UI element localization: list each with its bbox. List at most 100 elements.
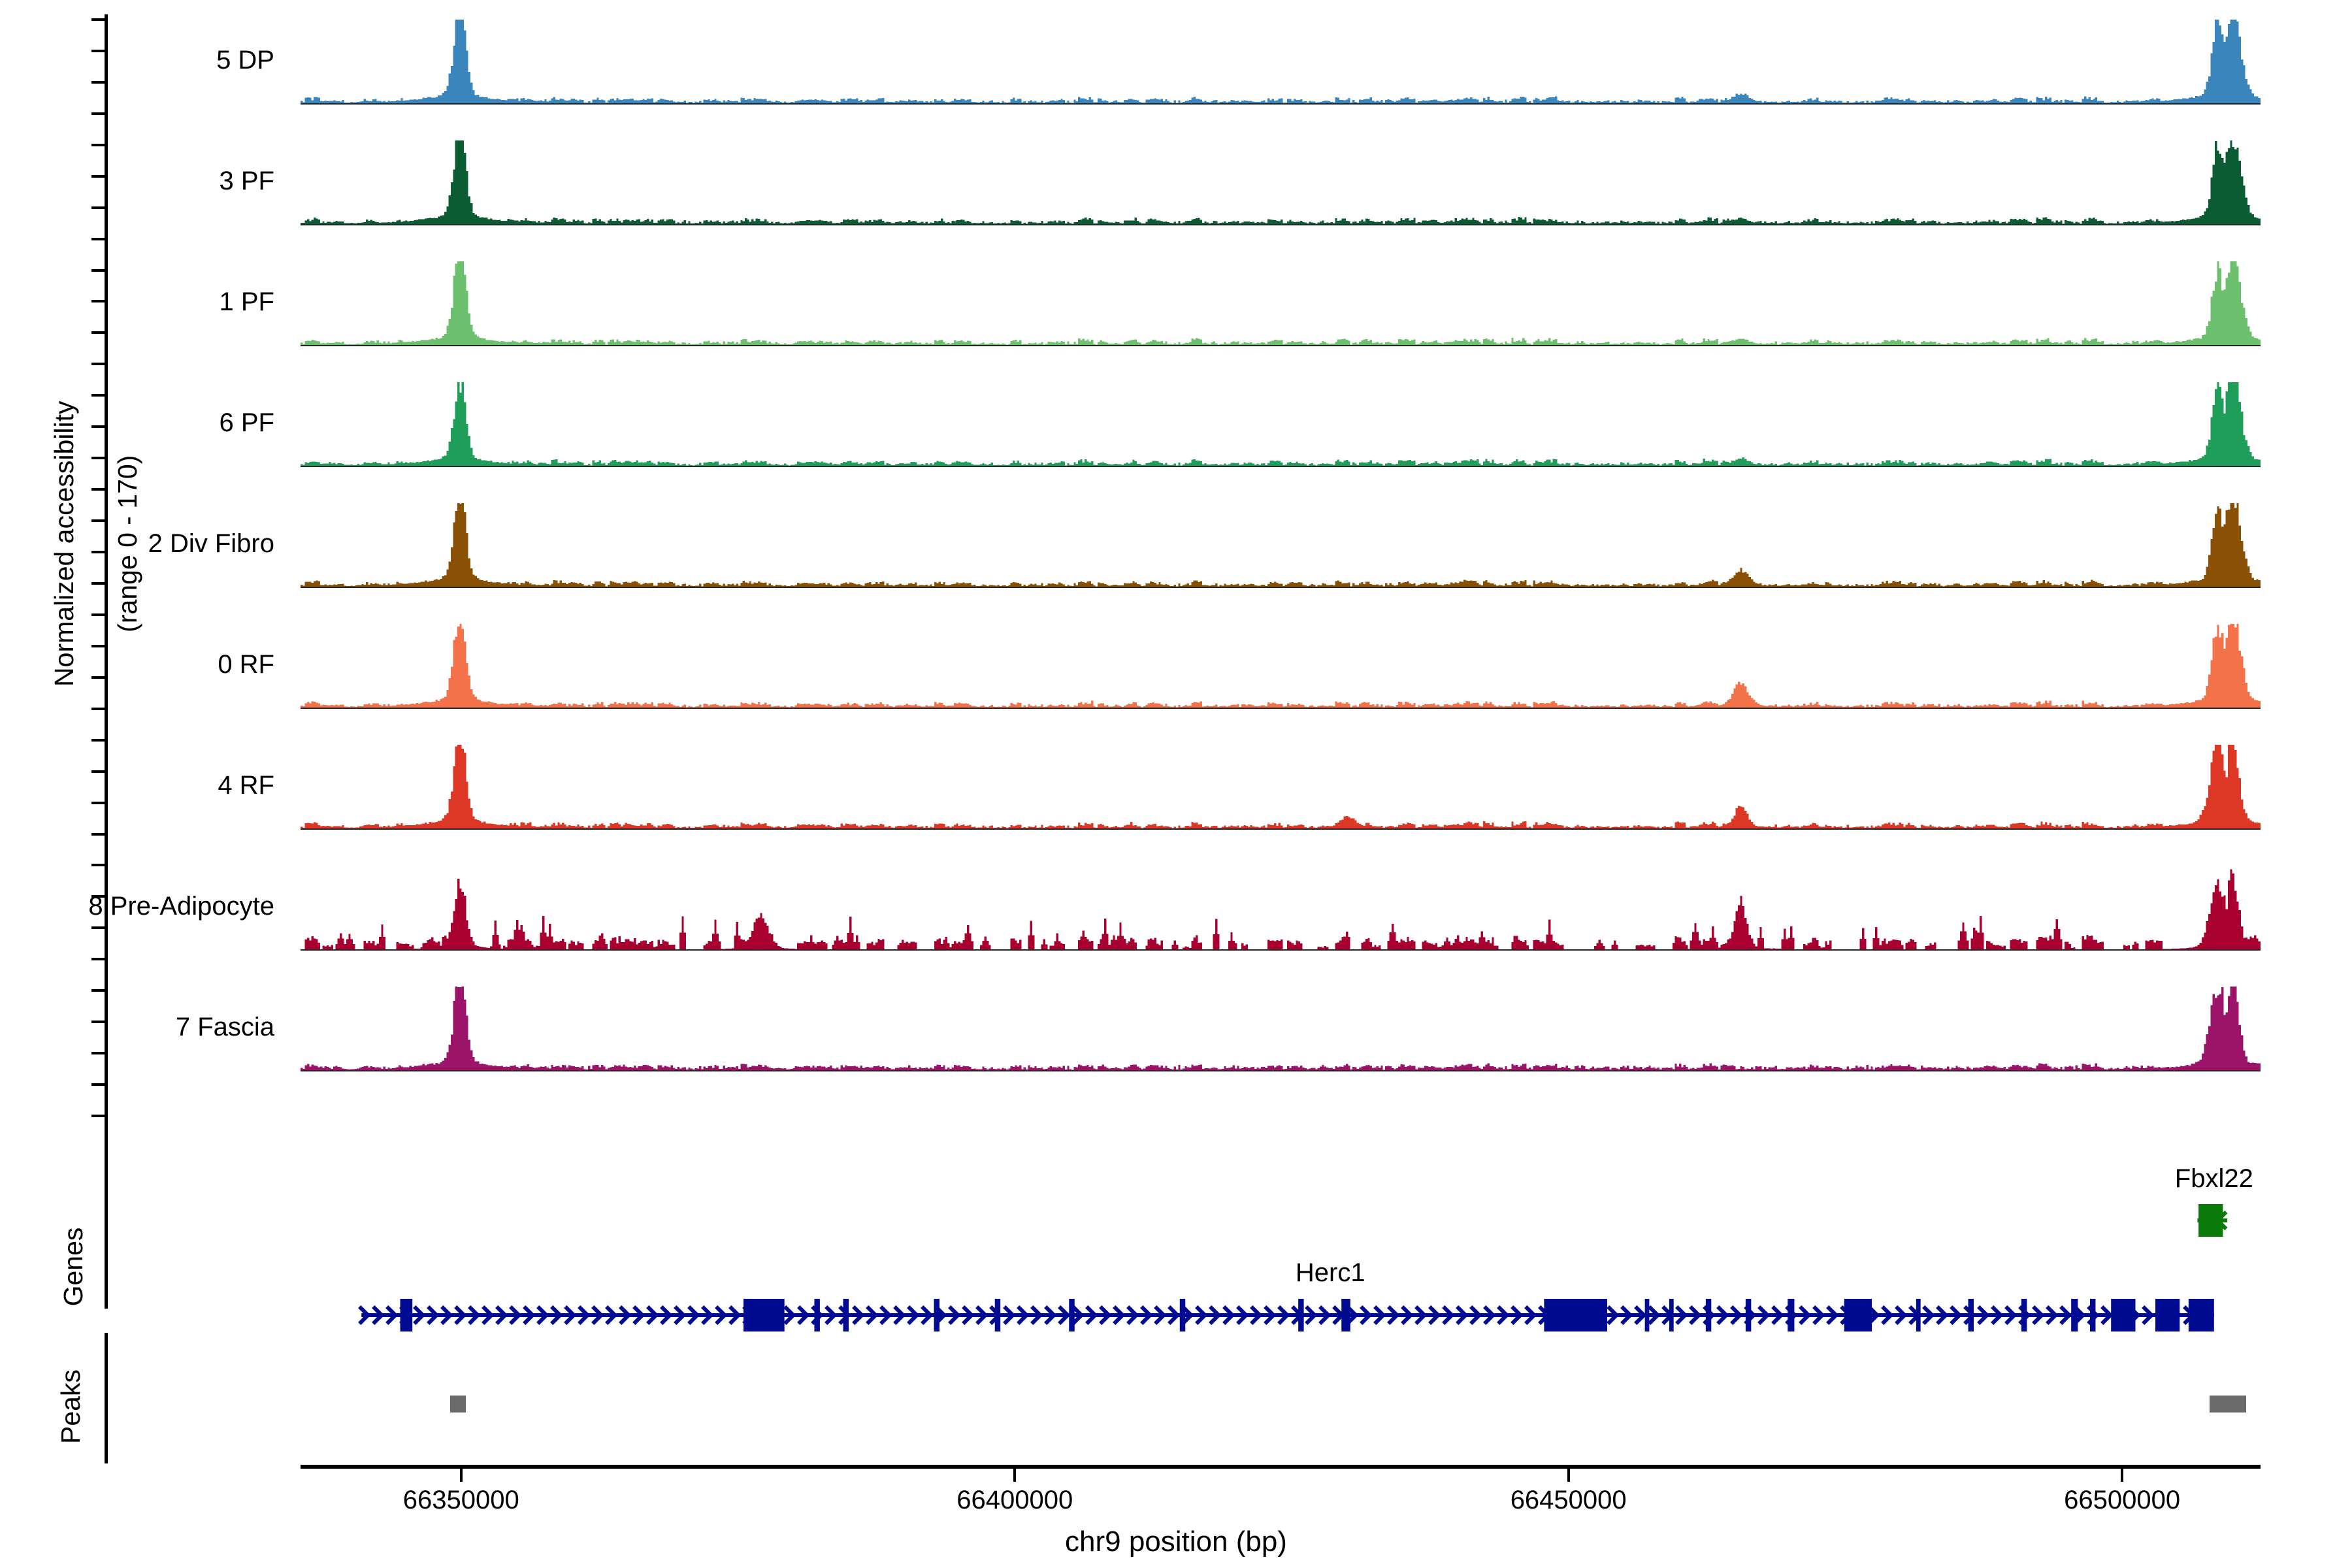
y-axis-label-line1: Normalized accessibility [49,400,80,687]
gene-exon [2188,1299,2214,1331]
strand-arrow-icon [578,1305,591,1326]
strand-arrow-icon [2004,1305,2017,1326]
strand-arrow-icon [1126,1305,1139,1326]
peak-block [449,1396,466,1413]
coverage-track: 8 Pre-Adipocyte [88,866,2261,969]
track-signal-area [301,624,2261,708]
gene-exon [2111,1299,2136,1331]
x-axis-tick [1567,1469,1570,1482]
coverage-track: 6 PF [220,382,2261,485]
x-axis-line [301,1465,2261,1469]
strand-arrow-icon [1003,1305,1016,1326]
coverage-track: 2 Div Fibro [148,503,2261,606]
strand-arrow-icon [907,1305,920,1326]
y-axis-tick [91,519,105,523]
y-axis-tick [91,394,105,397]
peaks-axis-spine [105,1333,108,1463]
coverage-track: 4 RF [218,745,2261,848]
y-axis-tick [91,300,105,303]
gene-label-fbxl22: Fbxl22 [2174,1164,2253,1193]
y-axis-tick [91,581,105,585]
strand-arrow-icon [1030,1305,1043,1326]
y-axis-tick [91,1021,105,1024]
y-axis-tick [91,801,105,804]
strand-arrow-icon [468,1305,481,1326]
coverage-track: 7 Fascia [176,987,2261,1090]
strand-arrow-icon [1483,1305,1496,1326]
strand-arrow-icon [1195,1305,1208,1326]
strand-arrow-icon [482,1305,495,1326]
strand-arrow-icon [1071,1305,1085,1326]
strand-arrow-icon [1977,1305,1990,1326]
strand-arrow-icon [948,1305,961,1326]
gene-exon [1705,1299,1712,1331]
strand-arrow-icon [2032,1305,2045,1326]
track-label-6-pf: 6 PF [219,408,274,437]
strand-arrow-icon [1730,1305,1743,1326]
gene-exon [1968,1299,1974,1331]
track-signal-svg [301,503,2261,587]
coverage-track: 1 PF [220,261,2261,365]
x-axis-tick [2121,1469,2124,1482]
strand-arrow-icon [962,1305,975,1326]
strand-arrow-icon [1305,1305,1318,1326]
track-signal-area [301,866,2261,949]
track-signal-area [301,382,2261,466]
y-axis-tick [91,832,105,836]
gene-exon [1179,1299,1186,1331]
peaks-track [301,1396,2261,1413]
strand-arrow-icon [1936,1305,1949,1326]
gene-model-herc1 [301,1297,2261,1333]
strand-arrow-icon [1209,1305,1222,1326]
strand-arrow-icon [646,1305,659,1326]
strand-arrow-icon [605,1305,618,1326]
strand-arrow-icon [825,1305,838,1326]
track-baseline [301,224,2261,225]
gene-exon [1788,1299,1795,1331]
strand-arrow-icon [1497,1305,1510,1326]
strand-arrow-icon [1360,1305,1373,1326]
track-label-4-rf: 4 RF [218,771,274,800]
gene-exon [1669,1299,1674,1331]
coverage-track: 5 DP [216,20,2261,123]
strand-arrow-icon [674,1305,687,1326]
strand-arrow-icon [1511,1305,1524,1326]
gene-exon [814,1299,820,1331]
strand-arrow-icon [687,1305,700,1326]
strand-arrow-icon [1675,1305,1688,1326]
strand-arrow-icon [701,1305,714,1326]
strand-arrow-icon [495,1305,508,1326]
y-axis-label-line2: (range 0 - 170) [112,455,143,632]
track-signal-svg [301,869,2261,949]
track-baseline [301,1070,2261,1071]
strand-arrow-icon [1428,1305,1441,1326]
strand-arrow-icon [1799,1305,1812,1326]
peak-block [2210,1396,2246,1413]
strand-arrow-icon [715,1305,728,1326]
strand-arrow-icon [1373,1305,1386,1326]
strand-arrow-icon [1620,1305,1633,1326]
y-axis-tick [91,644,105,647]
x-axis-tick [1013,1469,1017,1482]
strand-arrow-icon [591,1305,604,1326]
track-label-0-rf: 0 RF [218,650,274,679]
strand-arrow-icon [728,1305,742,1326]
y-axis-tick [91,551,105,554]
y-axis-tick [91,926,105,930]
track-label-8-pre-adipocyte: 8 Pre-Adipocyte [88,892,274,921]
strand-arrow-icon [1264,1305,1277,1326]
strand-arrow-icon [440,1305,453,1326]
strand-arrow-icon [1826,1305,1839,1326]
track-signal-area [301,503,2261,587]
strand-arrow-icon [1181,1305,1194,1326]
gene-model-svg [2197,1204,2228,1237]
strand-arrow-icon [1469,1305,1482,1326]
track-baseline [301,949,2261,951]
gene-exon [1544,1299,1607,1331]
gene-exon [994,1299,1001,1331]
gene-exon [2071,1299,2078,1331]
strand-arrow-icon [1085,1305,1098,1326]
y-axis-tick [91,864,105,867]
track-label-2-div-fibro: 2 Div Fibro [148,529,274,558]
